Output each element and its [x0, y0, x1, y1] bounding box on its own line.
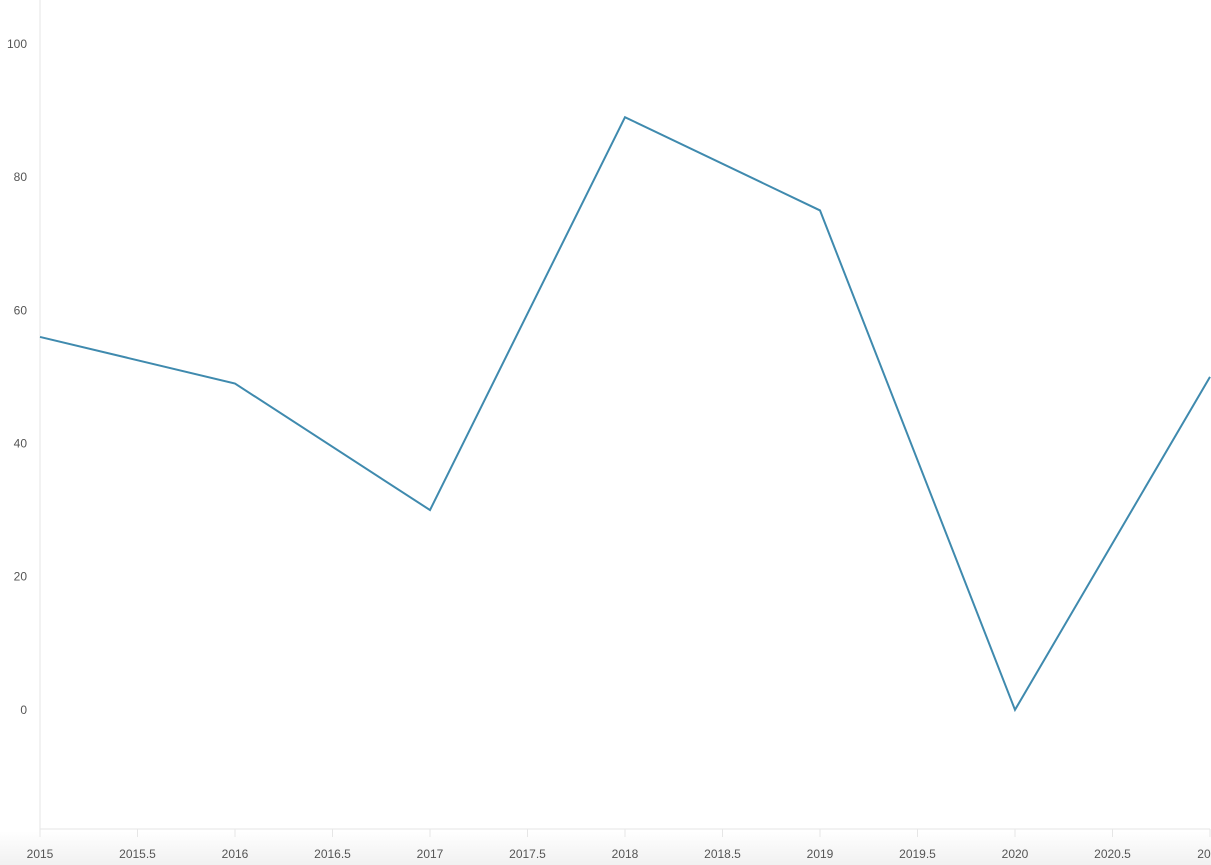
x-tick-label: 2021: [1197, 847, 1211, 861]
y-tick-label: 100: [7, 37, 27, 51]
x-tick: 2018.5: [704, 829, 741, 861]
series-line: [39, 115, 1211, 713]
x-tick: 2015: [27, 829, 54, 861]
x-tick: 2017.5: [509, 829, 546, 861]
x-tick-label: 2017: [417, 847, 444, 861]
x-tick: 2017: [417, 829, 444, 861]
x-tick: 2018: [612, 829, 639, 861]
x-tick-label: 2020.5: [1094, 847, 1131, 861]
y-tick: 20: [14, 570, 28, 584]
x-tick: 2019: [807, 829, 834, 861]
y-tick-label: 40: [14, 436, 28, 450]
y-tick: 100: [7, 37, 27, 51]
x-tick: 2015.5: [119, 829, 156, 861]
y-tick-label: 20: [14, 570, 28, 584]
x-tick-label: 2019: [807, 847, 834, 861]
x-tick: 2019.5: [899, 829, 936, 861]
y-tick-label: 0: [20, 703, 27, 717]
x-tick: 2021: [1197, 829, 1211, 861]
x-tick-label: 2016.5: [314, 847, 351, 861]
x-tick-label: 2015: [27, 847, 54, 861]
y-tick: 0: [20, 703, 27, 717]
x-tick: 2020.5: [1094, 829, 1131, 861]
x-tick-label: 2015.5: [119, 847, 156, 861]
bottom-shade: [0, 831, 1211, 865]
x-tick: 2016: [222, 829, 249, 861]
y-tick-label: 80: [14, 170, 28, 184]
x-tick-label: 2019.5: [899, 847, 936, 861]
x-tick-label: 2018: [612, 847, 639, 861]
y-tick: 40: [14, 436, 28, 450]
x-tick-label: 2016: [222, 847, 249, 861]
y-tick: 80: [14, 170, 28, 184]
y-tick-label: 60: [14, 303, 28, 317]
x-tick-label: 2020: [1002, 847, 1029, 861]
x-tick: 2020: [1002, 829, 1029, 861]
x-tick-label: 2017.5: [509, 847, 546, 861]
x-tick: 2016.5: [314, 829, 351, 861]
y-tick: 60: [14, 303, 28, 317]
x-tick-label: 2018.5: [704, 847, 741, 861]
